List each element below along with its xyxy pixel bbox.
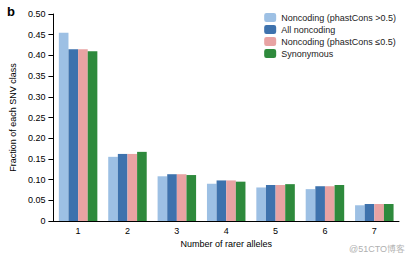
svg-text:7: 7 [372, 226, 377, 236]
svg-text:5: 5 [273, 226, 278, 236]
svg-text:3: 3 [174, 226, 179, 236]
svg-text:Noncoding (phastCons >0.5): Noncoding (phastCons >0.5) [281, 13, 396, 23]
svg-text:6: 6 [322, 226, 327, 236]
svg-text:2: 2 [125, 226, 130, 236]
svg-text:0.50: 0.50 [28, 9, 46, 19]
svg-text:0.30: 0.30 [28, 92, 46, 102]
svg-text:0.35: 0.35 [28, 71, 46, 81]
svg-text:b: b [7, 4, 15, 19]
svg-text:All noncoding: All noncoding [281, 25, 335, 35]
svg-text:0: 0 [40, 216, 45, 226]
svg-text:1: 1 [76, 226, 81, 236]
svg-text:@51CTO博客: @51CTO博客 [349, 244, 405, 254]
svg-text:Synonymous: Synonymous [281, 49, 334, 59]
svg-text:0.45: 0.45 [28, 30, 46, 40]
svg-text:0.40: 0.40 [28, 50, 46, 60]
svg-text:0.10: 0.10 [28, 175, 46, 185]
svg-text:0.25: 0.25 [28, 113, 46, 123]
svg-text:4: 4 [224, 226, 229, 236]
svg-text:0.15: 0.15 [28, 154, 46, 164]
svg-text:Number of rarer alleles: Number of rarer alleles [180, 239, 272, 249]
svg-text:Fraction of each SNV class: Fraction of each SNV class [8, 63, 18, 172]
svg-text:0.05: 0.05 [28, 195, 46, 205]
svg-text:0.20: 0.20 [28, 133, 46, 143]
svg-text:Noncoding (phastCons ≤0.5): Noncoding (phastCons ≤0.5) [281, 37, 396, 47]
